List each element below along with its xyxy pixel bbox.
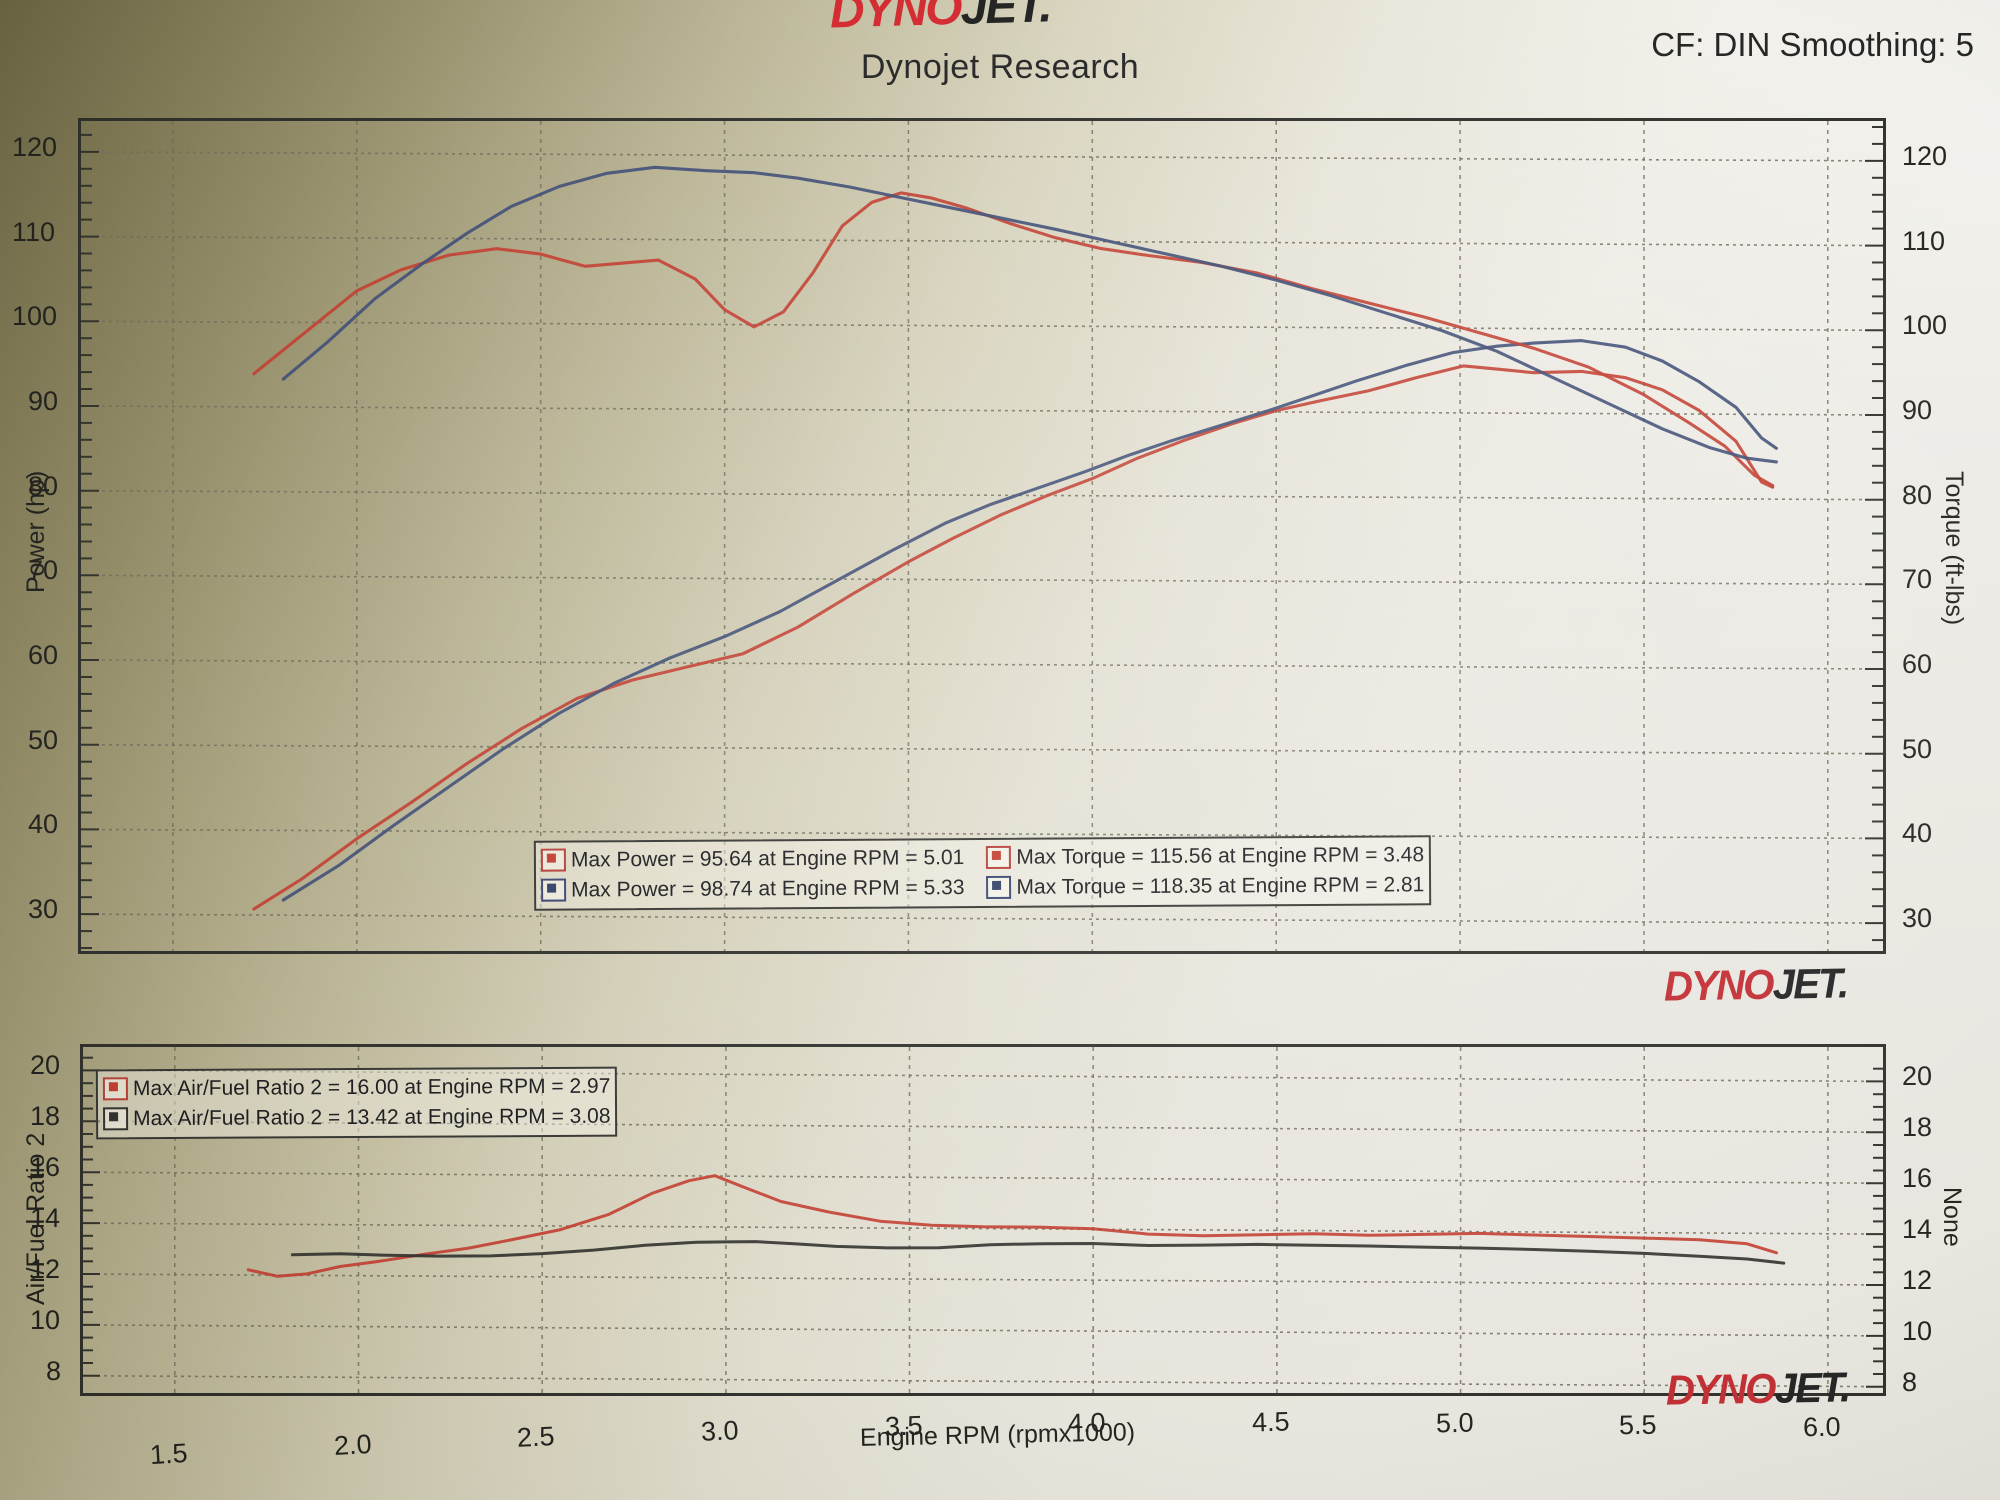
axis-tick-label: 14 (30, 1203, 61, 1234)
axis-tick-label: 110 (12, 216, 56, 247)
axis-tick-label: 12 (1902, 1264, 1933, 1295)
legend-item: Max Air/Fuel Ratio 2 = 13.42 at Engine R… (103, 1101, 611, 1133)
axis-tick-label: 40 (28, 809, 59, 840)
axis-tick-label: 70 (1902, 564, 1933, 595)
x-axis-tick-label: 5.5 (1618, 1409, 1657, 1441)
watermark-dyno-text: DYNO (1663, 960, 1774, 1010)
axis-tick-label: 100 (12, 301, 58, 332)
legend-label: Max Air/Fuel Ratio 2 = 13.42 at Engine R… (133, 1104, 611, 1130)
legend-item: Max Torque = 118.35 at Engine RPM = 2.81 (986, 870, 1424, 902)
legend-swatch-black-icon (103, 1107, 129, 1131)
axis-tick-label: 30 (1902, 903, 1933, 934)
axis-tick-label: 120 (12, 131, 58, 162)
watermark-dyno-text: DYNO (1665, 1364, 1776, 1414)
legend-swatch-red-icon (986, 846, 1012, 870)
axis-tick-label: 20 (1902, 1061, 1933, 1092)
axis-tick-label: 16 (1902, 1163, 1933, 1194)
axis-tick-label: 18 (1902, 1112, 1933, 1143)
x-axis-tick-label: 5.0 (1435, 1407, 1474, 1439)
legend-swatch-blue-icon (541, 878, 567, 902)
page-title: Dynojet Research (860, 48, 1140, 86)
axis-tick-label: 30 (28, 894, 59, 925)
dynojet-watermark-main: DYNOJET. (1663, 959, 1848, 1010)
axis-tick-label: 40 (1902, 818, 1933, 849)
air-fuel-ratio-plot (80, 1044, 1886, 1396)
legend-label: Max Power = 95.64 at Engine RPM = 5.01 (570, 846, 965, 872)
watermark-jet-text: JET. (1774, 1363, 1850, 1412)
logo-jet-text: JET. (959, 0, 1052, 35)
power-torque-legend: Max Power = 95.64 at Engine RPM = 5.01 M… (533, 835, 1432, 911)
air-fuel-ratio-svg (83, 1047, 1883, 1393)
axis-tick-label: 14 (1902, 1214, 1933, 1245)
axis-tick-label: 60 (28, 640, 59, 671)
afr-right-axis-title: None (1938, 1187, 1966, 1247)
axis-tick-label: 18 (30, 1101, 61, 1132)
x-axis-tick-label: 3.0 (700, 1415, 739, 1447)
legend-item: Max Torque = 115.56 at Engine RPM = 3.48 (986, 840, 1424, 872)
legend-torque-column: Max Torque = 115.56 at Engine RPM = 3.48… (986, 840, 1424, 902)
legend-label: Max Air/Fuel Ratio 2 = 16.00 at Engine R… (132, 1074, 611, 1101)
axis-tick-label: 80 (1902, 479, 1933, 510)
axis-tick-label: 50 (1902, 733, 1933, 764)
correction-factor-label: CF: DIN Smoothing: 5 (1651, 26, 1974, 63)
power-torque-plot (78, 118, 1886, 954)
legend-item: Max Air/Fuel Ratio 2 = 16.00 at Engine R… (102, 1072, 611, 1104)
x-axis-tick-label: 2.5 (516, 1421, 556, 1453)
legend-label: Max Torque = 118.35 at Engine RPM = 2.81 (1016, 873, 1425, 899)
power-torque-svg (81, 121, 1883, 951)
legend-item: Max Power = 98.74 at Engine RPM = 5.33 (541, 873, 965, 905)
power-axis-title: Power (hp) (22, 470, 50, 593)
afr-legend: Max Air/Fuel Ratio 2 = 16.00 at Engine R… (95, 1066, 618, 1139)
dynojet-logo-top: DYNOJET. (829, 0, 1150, 44)
axis-tick-label: 16 (30, 1152, 61, 1183)
logo-dyno-text: DYNO (829, 0, 962, 39)
x-axis-tick-label: 1.5 (148, 1437, 189, 1471)
axis-tick-label: 50 (28, 724, 59, 755)
legend-swatch-red-icon (540, 848, 566, 873)
torque-axis-title: Torque (ft-lbs) (1940, 471, 1968, 626)
afr-axis-title: Air/Fuel Ratio 2 (22, 1132, 50, 1305)
axis-tick-label: 8 (1902, 1366, 1918, 1397)
legend-swatch-red-icon (102, 1077, 128, 1101)
legend-label: Max Torque = 115.56 at Engine RPM = 3.48 (1016, 843, 1425, 869)
axis-tick-label: 12 (30, 1253, 61, 1284)
chart-header: DYNOJET. Dynojet Research CF: DIN Smooth… (0, 0, 2000, 120)
axis-tick-label: 90 (1902, 394, 1933, 425)
legend-power-column: Max Power = 95.64 at Engine RPM = 5.01 M… (540, 843, 965, 905)
axis-tick-label: 60 (1902, 649, 1933, 680)
axis-tick-label: 90 (28, 385, 59, 416)
axis-tick-label: 110 (1902, 225, 1946, 256)
axis-tick-label: 20 (30, 1050, 61, 1081)
legend-item: Max Power = 95.64 at Engine RPM = 5.01 (540, 843, 965, 875)
axis-tick-label: 10 (1902, 1315, 1933, 1346)
x-axis-tick-label: 6.0 (1802, 1411, 1841, 1443)
legend-label: Max Power = 98.74 at Engine RPM = 5.33 (571, 875, 965, 902)
watermark-jet-text: JET. (1772, 959, 1848, 1008)
dynojet-watermark-afr: DYNOJET. (1665, 1363, 1850, 1414)
axis-tick-label: 100 (1902, 310, 1948, 341)
axis-tick-label: 80 (28, 470, 59, 501)
x-axis-tick-label: 2.0 (332, 1429, 372, 1461)
x-axis-title: Engine RPM (rpmx1000) (859, 1418, 1136, 1452)
legend-swatch-blue-icon (986, 876, 1012, 900)
x-axis-tick-label: 4.5 (1251, 1406, 1290, 1438)
axis-tick-label: 10 (30, 1304, 61, 1335)
axis-tick-label: 120 (1902, 140, 1948, 171)
axis-tick-label: 70 (28, 555, 59, 586)
axis-tick-label: 8 (46, 1355, 62, 1386)
